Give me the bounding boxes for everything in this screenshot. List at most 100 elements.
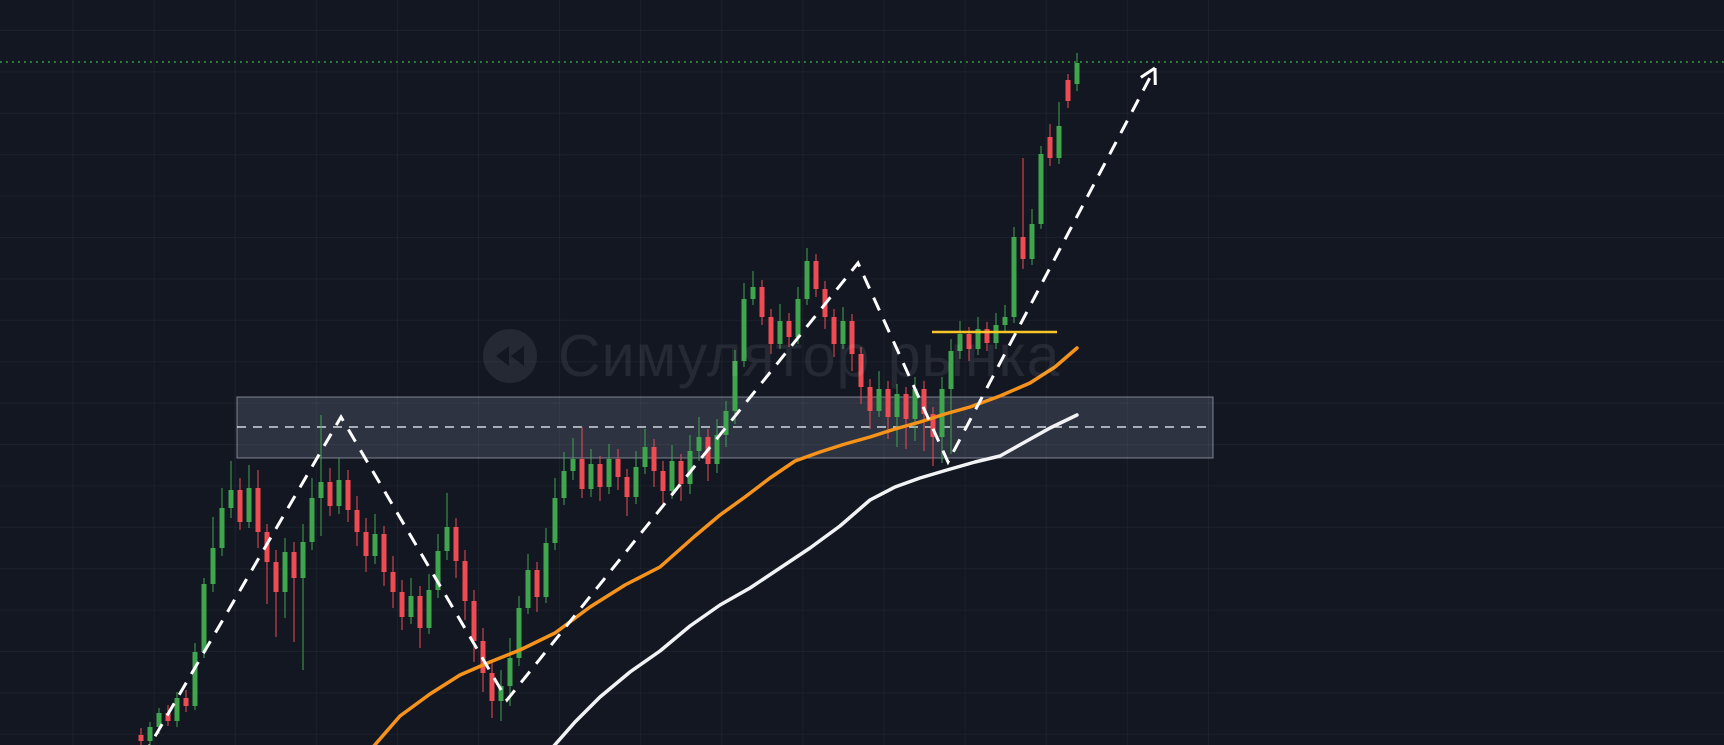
candle: [291, 542, 297, 642]
candle: [975, 317, 981, 355]
candle: [282, 538, 288, 618]
candle: [552, 478, 558, 550]
candle: [633, 451, 639, 504]
candle: [759, 280, 765, 325]
zigzag-arrowhead: [1140, 66, 1156, 79]
candle: [921, 381, 927, 451]
candle: [1029, 209, 1035, 265]
candle: [723, 401, 729, 447]
zigzag-trend-line[interactable]: [143, 66, 1157, 745]
candle: [408, 578, 414, 624]
candle: [444, 493, 450, 560]
candle: [660, 461, 666, 508]
candle: [471, 590, 477, 662]
candle: [840, 307, 846, 349]
candle: [948, 339, 954, 454]
candle: [651, 439, 657, 487]
candle: [435, 534, 441, 598]
candle: [498, 670, 504, 721]
candle: [903, 387, 909, 449]
candle: [984, 322, 990, 351]
candle: [858, 347, 864, 404]
candle: [417, 586, 423, 648]
candle: [399, 580, 405, 630]
candle: [579, 427, 585, 498]
candle: [1011, 227, 1017, 323]
candle: [228, 461, 234, 518]
candle: [273, 550, 279, 637]
candle: [354, 496, 360, 546]
candle: [255, 470, 261, 548]
candle: [1047, 124, 1053, 166]
candle: [1065, 74, 1071, 108]
candle: [1038, 146, 1044, 229]
candle: [741, 283, 747, 367]
candle: [246, 465, 252, 528]
candle: [615, 449, 621, 490]
candle: [174, 692, 180, 727]
candle: [534, 562, 540, 612]
candle: [1002, 305, 1008, 331]
candle: [624, 469, 630, 516]
candle: [678, 454, 684, 501]
candle: [1074, 53, 1080, 91]
candle: [309, 478, 315, 550]
candle: [1056, 102, 1062, 164]
candle: [138, 728, 144, 745]
candle: [939, 377, 945, 463]
candle: [516, 596, 522, 666]
ma-orange-line[interactable]: [372, 346, 1079, 745]
candle: [525, 554, 531, 614]
candle: [669, 445, 675, 499]
candle: [642, 429, 648, 474]
candle: [318, 415, 324, 536]
candle: [876, 371, 882, 417]
candle: [201, 578, 207, 658]
candle: [867, 379, 873, 429]
candle: [831, 309, 837, 357]
candle: [327, 468, 333, 516]
candle: [372, 514, 378, 564]
candle: [561, 452, 567, 505]
candle: [1020, 158, 1026, 269]
candle: [426, 574, 432, 634]
candle: [795, 287, 801, 344]
candle: [345, 470, 351, 522]
candle: [687, 435, 693, 494]
candle: [219, 488, 225, 556]
candle: [390, 556, 396, 608]
candle: [489, 660, 495, 718]
candle: [264, 524, 270, 604]
candle: [606, 444, 612, 494]
candle: [183, 690, 189, 712]
candle: [570, 438, 576, 480]
candle: [210, 517, 216, 592]
candle: [768, 309, 774, 354]
ma-white-line[interactable]: [552, 413, 1079, 745]
candle: [957, 321, 963, 359]
candle: [750, 271, 756, 305]
candle: [300, 524, 306, 670]
candle: [732, 350, 738, 424]
candle: [453, 518, 459, 578]
candle: [696, 417, 702, 461]
candle: [714, 419, 720, 473]
candle: [813, 254, 819, 297]
candle: [363, 518, 369, 572]
candle: [237, 478, 243, 530]
candle: [147, 722, 153, 745]
candle: [543, 528, 549, 603]
candle: [804, 248, 810, 305]
candle: [777, 304, 783, 349]
candle: [588, 449, 594, 497]
candle: [894, 384, 900, 447]
candle: [597, 456, 603, 501]
candle: [849, 314, 855, 371]
candle: [381, 526, 387, 586]
candle: [885, 381, 891, 439]
candle: [336, 458, 342, 514]
candle: [786, 313, 792, 347]
candle: [462, 550, 468, 620]
